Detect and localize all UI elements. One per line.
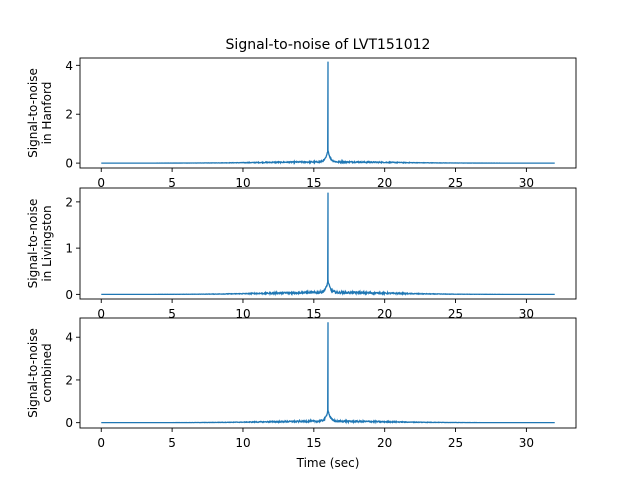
- y-tick-label: 4: [65, 59, 73, 73]
- chart-title: Signal-to-noise of LVT151012: [226, 37, 431, 53]
- y-tick-label: 2: [65, 373, 73, 387]
- snr-series-combined: [101, 322, 555, 425]
- x-tick-label: 0: [97, 307, 105, 321]
- x-tick-label: 25: [448, 176, 463, 190]
- panel-combined: 0 2 4 0 5 10 15 20 25 30 Signal-to-noisecombined: [26, 317, 577, 450]
- x-tick-label: 20: [377, 176, 392, 190]
- x-tick-label: 10: [235, 176, 250, 190]
- x-tick-label: 20: [377, 436, 392, 450]
- y-tick-label: 2: [65, 195, 73, 209]
- axes-frame: [79, 317, 577, 429]
- x-axis-label: Time (sec): [296, 456, 360, 470]
- y-tick-label: 0: [65, 288, 73, 302]
- x-tick-label: 5: [168, 307, 176, 321]
- x-tick-label: 10: [235, 436, 250, 450]
- axes-frame: [79, 57, 577, 169]
- x-tick-label: 30: [519, 307, 534, 321]
- x-tick-label: 15: [306, 176, 321, 190]
- snr-series-hanford: [101, 61, 555, 166]
- x-tick-label: 25: [448, 307, 463, 321]
- x-tick-label: 15: [306, 307, 321, 321]
- y-axis-label: Signal-to-noisein Livingston: [26, 199, 54, 289]
- x-tick-label: 20: [377, 307, 392, 321]
- y-axis-label: Signal-to-noisecombined: [26, 328, 54, 418]
- axes-frame: [79, 187, 577, 300]
- y-tick-label: 0: [65, 157, 73, 171]
- x-tick-label: 5: [168, 176, 176, 190]
- y-axis-label: Signal-to-noisein Hanford: [26, 68, 54, 158]
- x-tick-label: 5: [168, 436, 176, 450]
- x-tick-label: 0: [97, 176, 105, 190]
- y-tick-label: 0: [65, 416, 73, 430]
- y-tick-label: 2: [65, 108, 73, 122]
- y-tick-label: 4: [65, 331, 73, 345]
- x-tick-label: 15: [306, 436, 321, 450]
- y-tick-label: 1: [65, 242, 73, 256]
- snr-series-livingston: [101, 192, 555, 297]
- x-tick-label: 0: [97, 436, 105, 450]
- x-tick-label: 30: [519, 176, 534, 190]
- x-tick-label: 10: [235, 307, 250, 321]
- x-tick-label: 30: [519, 436, 534, 450]
- panel-hanford: 0 2 4 0 5 10 15 20 25 30 Signal-to-noisein Hanford: [26, 57, 577, 190]
- x-tick-label: 25: [448, 436, 463, 450]
